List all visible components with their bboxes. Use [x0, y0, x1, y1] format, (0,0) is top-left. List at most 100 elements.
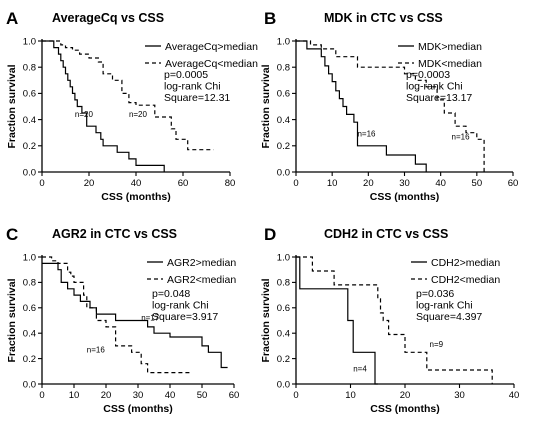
panel-letter: D — [264, 225, 276, 244]
stat-line: p=0.0003 — [406, 69, 450, 81]
y-tick-label: 0.4 — [277, 329, 290, 340]
x-tick-label: 80 — [225, 178, 236, 189]
y-axis-title: Fraction survival — [6, 278, 18, 362]
panel-letter: B — [264, 9, 276, 28]
n-label: n=9 — [430, 340, 444, 349]
n-label: n=16 — [452, 132, 471, 141]
stat-line: log-rank Chi — [406, 81, 463, 93]
legend-label: AGR2>median — [167, 257, 236, 269]
y-tick-label: 0.4 — [23, 115, 36, 126]
n-label: n=16 — [87, 345, 106, 354]
panel-b: B MDK in CTC vs CSS 0.0 0.2 0.4 0.6 0.8 1.0 0 10 2… — [260, 9, 518, 203]
x-tick-label: 20 — [363, 178, 374, 189]
y-tick-label: 0.2 — [277, 141, 290, 152]
x-tick-label: 0 — [293, 178, 298, 189]
stat-line: Square=13.17 — [406, 92, 472, 104]
survival-curve-below-median — [42, 40, 214, 151]
stat-line: p=0.0005 — [164, 69, 208, 81]
survival-curve-below-median — [42, 256, 193, 374]
y-tick-label: 0.8 — [277, 63, 290, 74]
legend-label: AverageCq<median — [165, 58, 258, 70]
y-axis-title: Fraction survival — [260, 278, 272, 362]
y-tick-label: 0.0 — [23, 167, 36, 178]
y-tick-label: 0.6 — [23, 89, 36, 100]
n-label: n=16 — [357, 130, 376, 139]
stat-line: Square=4.397 — [416, 311, 482, 323]
x-tick-label: 20 — [84, 178, 95, 189]
y-tick-label: 0.6 — [277, 303, 290, 314]
stat-line: Square=3.917 — [152, 311, 218, 323]
stat-line: log-rank Chi — [416, 300, 473, 312]
y-tick-label: 0.0 — [277, 167, 290, 178]
x-tick-label: 40 — [165, 390, 176, 401]
stat-line: log-rank Chi — [152, 300, 209, 312]
x-axis-title: CSS (months) — [370, 403, 439, 415]
panel-letter: A — [6, 9, 18, 28]
x-tick-label: 60 — [229, 390, 240, 401]
x-axis-title: CSS (months) — [103, 403, 172, 415]
legend-label: CDH2>median — [431, 257, 500, 269]
x-tick-label: 30 — [399, 178, 410, 189]
x-tick-label: 10 — [69, 390, 80, 401]
panel-letter: C — [6, 225, 18, 244]
stat-line: p=0.036 — [416, 288, 454, 300]
x-tick-label: 40 — [509, 390, 520, 401]
x-tick-label: 50 — [197, 390, 208, 401]
legend-label: MDK>median — [418, 41, 482, 53]
x-tick-label: 40 — [131, 178, 142, 189]
y-tick-label: 1.0 — [277, 36, 290, 47]
y-tick-label: 0.2 — [23, 354, 36, 365]
panel-title: AGR2 in CTC vs CSS — [52, 227, 177, 241]
y-tick-label: 0.8 — [23, 278, 36, 289]
n-label: n=20 — [129, 110, 148, 119]
x-tick-label: 60 — [508, 178, 519, 189]
panel-c: C AGR2 in CTC vs CSS 0.0 0.2 0.4 0.6 0.8 1.0 0 10… — [6, 225, 239, 415]
x-tick-label: 0 — [39, 390, 44, 401]
survival-curve-above-median — [42, 40, 165, 172]
panel-title: AverageCq vs CSS — [52, 11, 164, 25]
x-tick-label: 20 — [101, 390, 112, 401]
y-tick-label: 0.4 — [277, 115, 290, 126]
legend-label: MDK<median — [418, 58, 482, 70]
panel-title: CDH2 in CTC vs CSS — [324, 227, 448, 241]
y-tick-label: 1.0 — [23, 36, 36, 47]
y-tick-label: 0.0 — [23, 379, 36, 390]
x-tick-label: 0 — [39, 178, 44, 189]
y-tick-label: 0.4 — [23, 329, 36, 340]
x-tick-label: 30 — [133, 390, 144, 401]
y-tick-label: 0.6 — [23, 303, 36, 314]
y-tick-label: 1.0 — [277, 252, 290, 263]
survival-curve-above-median — [42, 262, 228, 369]
n-label: n=20 — [75, 110, 94, 119]
x-axis-title: CSS (months) — [101, 191, 170, 203]
y-tick-label: 0.2 — [23, 141, 36, 152]
n-label: n=17 — [141, 314, 160, 323]
survival-curve-below-median — [296, 256, 493, 384]
y-tick-label: 0.0 — [277, 379, 290, 390]
y-tick-label: 0.8 — [23, 63, 36, 74]
x-tick-label: 20 — [400, 390, 411, 401]
legend-label: CDH2<median — [431, 274, 500, 286]
legend-label: AverageCq>median — [165, 41, 258, 53]
stat-line: log-rank Chi — [164, 81, 221, 93]
panel-d: D CDH2 in CTC vs CSS 0.0 0.2 0.4 0.6 0.8 1.0 0 10… — [260, 225, 519, 415]
x-tick-label: 40 — [435, 178, 446, 189]
legend-label: AGR2<median — [167, 274, 236, 286]
survival-curve-below-median — [296, 40, 485, 172]
panel-a: A AverageCq vs CSS 0.0 0.2 0.4 0.6 0.8 1.0 0 20 40… — [6, 9, 258, 203]
survival-curve-above-median — [296, 40, 427, 172]
x-tick-label: 50 — [472, 178, 483, 189]
stat-line: Square=12.31 — [164, 92, 230, 104]
n-label: n=4 — [353, 364, 367, 373]
x-tick-label: 10 — [345, 390, 356, 401]
x-axis-title: CSS (months) — [370, 191, 439, 203]
survival-curve-above-median — [296, 256, 378, 385]
x-tick-label: 10 — [327, 178, 338, 189]
y-tick-label: 0.6 — [277, 89, 290, 100]
y-axis-title: Fraction survival — [260, 64, 272, 148]
y-axis-title: Fraction survival — [6, 64, 18, 148]
stat-line: p=0.048 — [152, 288, 190, 300]
y-tick-label: 0.8 — [277, 278, 290, 289]
y-tick-label: 0.2 — [277, 354, 290, 365]
